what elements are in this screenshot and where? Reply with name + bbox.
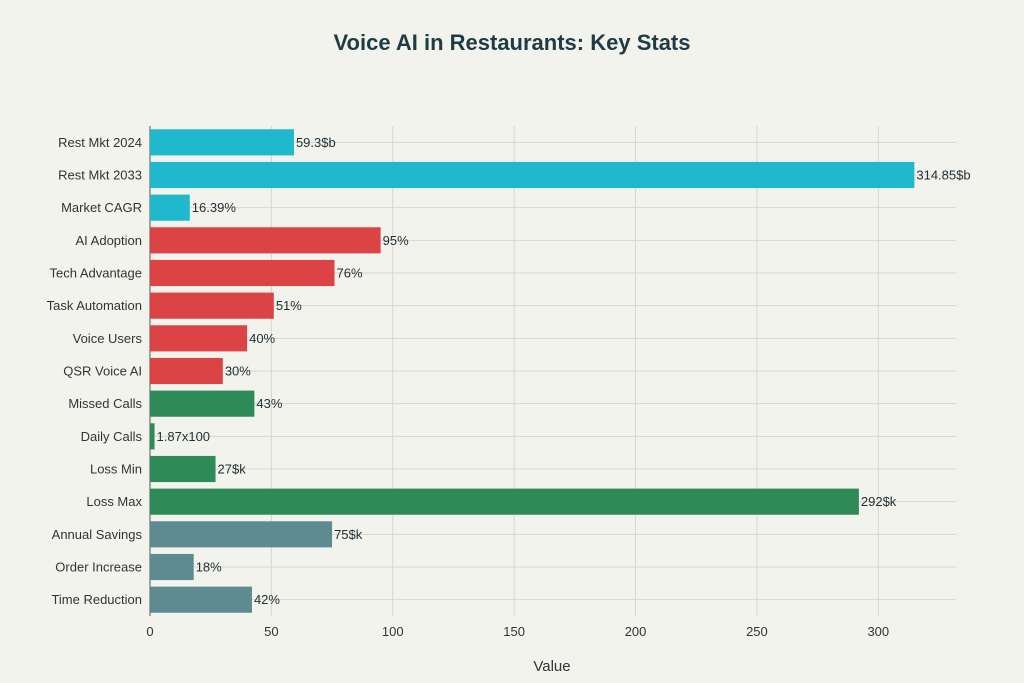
category-label: Task Automation bbox=[47, 298, 142, 313]
bar bbox=[150, 390, 255, 417]
x-tick-label: 0 bbox=[146, 624, 153, 639]
bar bbox=[150, 259, 335, 287]
bar bbox=[150, 521, 333, 548]
bar bbox=[150, 129, 294, 156]
category-label: AI Adoption bbox=[76, 233, 143, 248]
x-tick-label: 150 bbox=[503, 624, 525, 639]
bar bbox=[150, 161, 915, 189]
category-label: Loss Min bbox=[90, 462, 142, 477]
data-label: 40% bbox=[249, 331, 275, 346]
category-label: Missed Calls bbox=[68, 396, 142, 411]
x-tick-label: 200 bbox=[625, 624, 647, 639]
data-label: 76% bbox=[337, 266, 363, 281]
category-label: Order Increase bbox=[55, 560, 142, 575]
chart-title: Voice AI in Restaurants: Key Stats bbox=[334, 30, 691, 55]
data-label: 314.85$b bbox=[916, 168, 970, 183]
bar bbox=[150, 325, 248, 352]
category-label: Voice Users bbox=[73, 331, 143, 346]
data-label: 30% bbox=[225, 364, 251, 379]
category-label: Annual Savings bbox=[52, 527, 143, 542]
data-label: 42% bbox=[254, 592, 280, 607]
x-tick-label: 50 bbox=[264, 624, 278, 639]
bar bbox=[150, 586, 252, 613]
category-labels: Rest Mkt 2024 Rest Mkt 2033 Market CAGR AI … bbox=[47, 135, 143, 607]
category-label: QSR Voice AI bbox=[63, 364, 142, 379]
x-tick-label: 100 bbox=[382, 624, 404, 639]
data-label: 75$k bbox=[334, 527, 363, 542]
category-label: Daily Calls bbox=[81, 429, 143, 444]
bar bbox=[150, 488, 859, 515]
bar bbox=[150, 423, 155, 450]
bar bbox=[150, 553, 194, 581]
bar bbox=[150, 194, 190, 221]
category-label: Time Reduction bbox=[51, 592, 142, 607]
bar bbox=[150, 455, 216, 483]
data-label: 27$k bbox=[218, 462, 247, 477]
x-tick-label: 300 bbox=[867, 624, 889, 639]
data-label: 59.3$b bbox=[296, 135, 336, 150]
data-label: 1.87x100 bbox=[157, 429, 211, 444]
bar bbox=[150, 357, 223, 385]
data-label: 292$k bbox=[861, 494, 897, 509]
data-label: 18% bbox=[196, 560, 222, 575]
category-label: Loss Max bbox=[86, 494, 142, 509]
category-label: Market CAGR bbox=[61, 200, 142, 215]
bar bbox=[150, 227, 381, 254]
x-axis-label: Value bbox=[533, 658, 570, 675]
bars bbox=[150, 129, 915, 613]
data-label: 51% bbox=[276, 298, 302, 313]
data-label: 16.39% bbox=[192, 200, 237, 215]
data-labels: 59.3$b 314.85$b 16.39% 95% 76% 51% 40% 30% 43% 1.… bbox=[157, 135, 971, 607]
x-tick-label: 250 bbox=[746, 624, 768, 639]
category-label: Rest Mkt 2033 bbox=[58, 168, 142, 183]
x-tick-labels: 0 50 100 150 200 250 300 bbox=[146, 624, 889, 639]
data-label: 43% bbox=[256, 396, 282, 411]
bar bbox=[150, 292, 274, 319]
data-label: 95% bbox=[383, 233, 409, 248]
category-label: Rest Mkt 2024 bbox=[58, 135, 142, 150]
category-label: Tech Advantage bbox=[49, 266, 142, 281]
